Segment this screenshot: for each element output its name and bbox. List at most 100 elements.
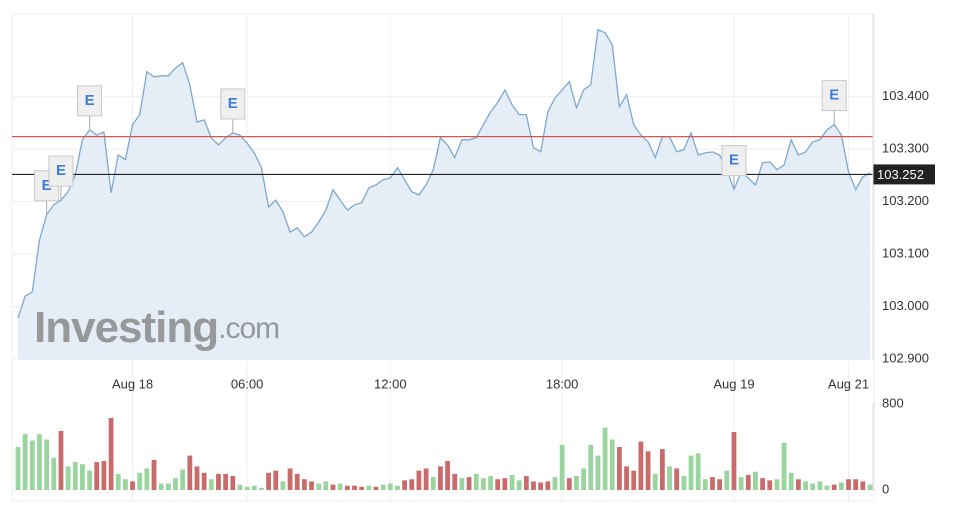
volume-bar bbox=[216, 473, 221, 490]
watermark-brand: Investing.com bbox=[34, 303, 279, 352]
volume-bar bbox=[853, 479, 859, 490]
volume-bar bbox=[552, 477, 558, 490]
volume-bar bbox=[259, 487, 264, 490]
volume-bar bbox=[860, 481, 866, 490]
volume-bar bbox=[810, 483, 816, 490]
volume-bar bbox=[194, 466, 200, 490]
volume-bar bbox=[867, 484, 873, 490]
current-price-label: 103.252 bbox=[877, 167, 924, 182]
volume-bar bbox=[710, 477, 715, 490]
volume-tick-label: 0 bbox=[882, 481, 889, 496]
volume-bar bbox=[137, 472, 143, 490]
volume-bar bbox=[423, 468, 429, 490]
volume-bar bbox=[760, 478, 766, 490]
volume-bar bbox=[473, 473, 479, 490]
volume-bar bbox=[796, 479, 801, 490]
volume-bar bbox=[631, 470, 637, 490]
volume-bar bbox=[817, 481, 823, 490]
x-tick-label: Aug 18 bbox=[112, 376, 153, 391]
event-marker: E bbox=[721, 145, 747, 190]
volume-bar bbox=[767, 480, 773, 490]
volume-bar bbox=[230, 476, 236, 490]
volume-bar bbox=[151, 459, 157, 490]
watermark-brand-text: Investing bbox=[34, 303, 218, 352]
volume-bar bbox=[402, 480, 408, 490]
volume-bar bbox=[359, 486, 365, 490]
volume-bar bbox=[223, 473, 229, 490]
volume-bar bbox=[144, 468, 150, 490]
volume-bar bbox=[301, 479, 307, 490]
volume-bar bbox=[459, 478, 465, 490]
volume-bar bbox=[688, 455, 694, 490]
event-marker: E bbox=[220, 88, 246, 133]
volume-bar bbox=[731, 431, 737, 490]
volume-bar bbox=[803, 481, 808, 490]
volume-bar bbox=[846, 479, 851, 490]
volume-bar bbox=[173, 478, 178, 490]
volume-bar bbox=[788, 472, 794, 490]
volume-bar bbox=[652, 473, 658, 490]
volume-bar bbox=[667, 466, 672, 490]
volume-bar bbox=[72, 462, 78, 490]
volume-bar bbox=[488, 476, 493, 490]
x-tick-label: Aug 19 bbox=[713, 376, 754, 391]
volume-bar bbox=[774, 479, 780, 490]
volume-bar bbox=[695, 453, 701, 490]
volume-bar bbox=[208, 479, 214, 490]
volume-bar bbox=[409, 479, 415, 490]
x-tick-label: 18:00 bbox=[546, 376, 579, 391]
volume-bar bbox=[294, 473, 300, 490]
current-price-box bbox=[873, 164, 935, 185]
volume bbox=[15, 403, 876, 491]
y-tick-label: 103.400 bbox=[882, 88, 929, 103]
volume-bar bbox=[237, 484, 243, 490]
volume-bar bbox=[638, 441, 644, 490]
watermark: Investing.com bbox=[34, 303, 280, 352]
volume-bar bbox=[165, 483, 171, 490]
event-label: E bbox=[829, 87, 839, 104]
volume-bar bbox=[438, 466, 443, 490]
volume-bar bbox=[287, 468, 293, 490]
volume-bar bbox=[87, 470, 92, 490]
y-tick-label: 103.300 bbox=[882, 141, 929, 156]
volume-bar bbox=[559, 444, 565, 490]
volume-bar bbox=[609, 439, 615, 490]
volume-bar bbox=[538, 482, 544, 490]
volume-bar bbox=[101, 460, 107, 490]
volume-bar bbox=[130, 481, 135, 490]
event-box bbox=[821, 80, 847, 112]
volume-bar bbox=[724, 470, 730, 490]
event-label: E bbox=[729, 152, 739, 169]
volume-bar bbox=[387, 483, 393, 490]
event-box bbox=[721, 145, 747, 177]
event-label: E bbox=[85, 92, 95, 109]
volume-bar bbox=[702, 479, 708, 490]
volume-bar bbox=[502, 478, 508, 490]
volume-bar bbox=[516, 480, 522, 490]
volume-bar bbox=[831, 484, 837, 490]
volume-bar bbox=[674, 468, 680, 490]
volume-bar bbox=[316, 483, 322, 490]
price-fill bbox=[18, 29, 870, 360]
volume-bar bbox=[738, 477, 744, 490]
volume-tick-label: 800 bbox=[882, 395, 904, 410]
volume-bar bbox=[681, 476, 687, 490]
volume-bar bbox=[37, 434, 42, 490]
volume-bar bbox=[445, 460, 450, 490]
volume-bar bbox=[430, 477, 436, 490]
volume-bar bbox=[395, 485, 400, 490]
volume-bar bbox=[44, 439, 50, 490]
volume-bar bbox=[659, 449, 665, 490]
volume-bar bbox=[352, 485, 357, 490]
volume-bar bbox=[380, 484, 386, 490]
volume-bar bbox=[624, 466, 629, 490]
x-tick-label: 06:00 bbox=[231, 376, 264, 391]
y-tick-label: 103.000 bbox=[882, 298, 929, 313]
event-marker: E bbox=[821, 80, 847, 125]
volume-bar bbox=[323, 481, 329, 490]
volume-bar bbox=[158, 483, 164, 490]
volume-bar bbox=[309, 481, 314, 490]
event-marker: E bbox=[48, 155, 74, 201]
frame bbox=[11, 13, 875, 502]
